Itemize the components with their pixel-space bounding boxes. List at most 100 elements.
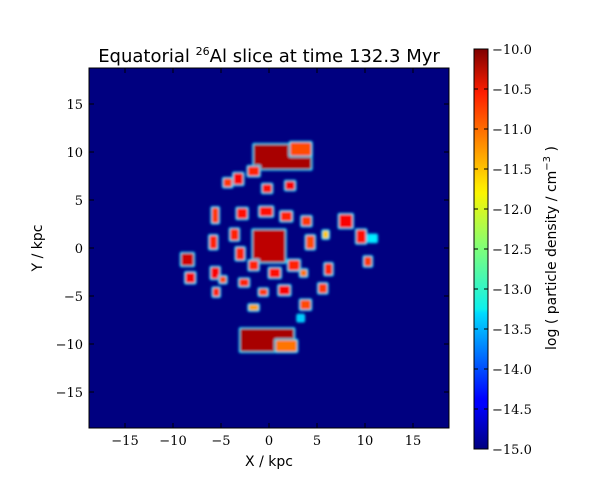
density-core xyxy=(252,229,286,263)
density-core xyxy=(233,173,244,185)
density-feature xyxy=(221,176,234,189)
density-feature xyxy=(337,212,355,230)
colorbar-tick-label: −11.5 xyxy=(492,163,532,178)
density-core xyxy=(339,214,353,228)
density-feature xyxy=(283,179,297,192)
density-core xyxy=(269,268,281,278)
density-feature xyxy=(228,227,241,242)
density-core xyxy=(300,299,311,310)
density-core xyxy=(211,207,219,224)
density-feature xyxy=(288,140,313,158)
density-core xyxy=(262,184,272,193)
density-core xyxy=(219,276,227,284)
plot-area: −15 −10 −5 0 5 10 15 −15 −10 −5 0 5 10 15 xyxy=(56,67,450,449)
density-feature xyxy=(207,234,219,251)
density-feature xyxy=(246,164,261,178)
density-feature xyxy=(234,246,247,262)
colorbar-tick-label: −11.0 xyxy=(492,123,532,138)
density-feature xyxy=(257,287,270,298)
density-core xyxy=(305,235,315,249)
density-core xyxy=(212,287,220,297)
y-tick-label: 15 xyxy=(66,98,83,113)
y-tick-label: 0 xyxy=(75,242,83,257)
x-tick-label: −15 xyxy=(111,434,138,449)
density-feature xyxy=(251,228,287,264)
density-core xyxy=(324,263,333,275)
density-feature xyxy=(235,206,249,221)
density-core xyxy=(181,253,194,266)
density-feature xyxy=(298,268,309,278)
density-core xyxy=(247,166,260,176)
colorbar-label: log ( particle density / cm−3 ) xyxy=(542,146,560,350)
colorbar-tick-label: −14.0 xyxy=(492,363,532,378)
density-core xyxy=(322,230,329,239)
density-feature xyxy=(354,228,368,245)
density-feature xyxy=(183,270,197,285)
density-core xyxy=(248,260,259,271)
density-feature xyxy=(316,282,329,295)
x-axis-label: X / kpc xyxy=(245,454,293,470)
colorbar-tick-label: −13.0 xyxy=(492,283,532,298)
x-tick-label: 0 xyxy=(265,434,273,449)
density-core xyxy=(185,272,196,284)
density-core xyxy=(230,228,239,241)
density-core xyxy=(297,315,304,321)
density-feature xyxy=(211,286,222,298)
density-feature xyxy=(304,234,317,251)
y-tick-label: 10 xyxy=(66,146,83,161)
x-tick-label: 10 xyxy=(357,434,374,449)
density-feature xyxy=(323,261,334,277)
density-feature xyxy=(260,182,274,195)
density-core xyxy=(288,260,300,271)
density-core xyxy=(248,304,259,311)
x-tick-label: −5 xyxy=(211,434,230,449)
density-core xyxy=(278,285,291,296)
density-core xyxy=(258,288,268,296)
density-feature xyxy=(277,283,292,297)
density-core xyxy=(285,181,295,190)
y-tick-label: −5 xyxy=(64,290,83,305)
density-core xyxy=(236,208,248,219)
density-feature xyxy=(279,210,294,223)
density-feature xyxy=(231,171,245,187)
density-core xyxy=(275,340,297,352)
density-feature xyxy=(274,338,299,354)
density-core xyxy=(239,278,249,287)
density-feature xyxy=(321,229,331,240)
density-feature xyxy=(179,251,196,268)
density-feature xyxy=(267,266,283,280)
y-axis-label: Y / kpc xyxy=(30,225,46,273)
density-core xyxy=(301,216,312,226)
density-core xyxy=(235,247,245,260)
colorbar-tick-label: −12.5 xyxy=(492,243,532,258)
density-feature xyxy=(367,233,379,244)
colorbar-tick-label: −12.0 xyxy=(492,203,532,218)
density-feature xyxy=(300,214,313,228)
density-feature xyxy=(247,303,260,312)
chart-title: Equatorial 26Al slice at time 132.3 Myr xyxy=(98,45,440,67)
density-core xyxy=(280,211,293,222)
density-core xyxy=(209,235,218,249)
colorbar-tick-label: −10.5 xyxy=(492,83,532,98)
colorbar-tick-label: −13.5 xyxy=(492,323,532,338)
x-tick-label: 15 xyxy=(405,434,422,449)
y-tick-label: −15 xyxy=(56,386,83,401)
density-feature xyxy=(247,258,260,272)
density-feature xyxy=(257,205,275,218)
density-feature xyxy=(296,313,306,323)
density-core xyxy=(290,142,312,156)
y-tick-label: 5 xyxy=(75,194,83,209)
density-core xyxy=(318,283,328,294)
density-feature xyxy=(218,274,228,285)
density-core xyxy=(259,206,273,217)
density-core xyxy=(364,256,372,267)
density-feature xyxy=(286,258,302,273)
density-feature xyxy=(237,277,251,288)
colorbar: −10.0 −10.5 −11.0 −11.5 −12.0 −12.5 −13.0 −13.5… xyxy=(473,43,560,458)
density-core xyxy=(210,267,220,279)
density-core xyxy=(223,178,233,188)
colorbar-tick-label: −15.0 xyxy=(492,443,532,458)
y-tick-label: −10 xyxy=(56,338,83,353)
density-feature xyxy=(210,206,221,225)
